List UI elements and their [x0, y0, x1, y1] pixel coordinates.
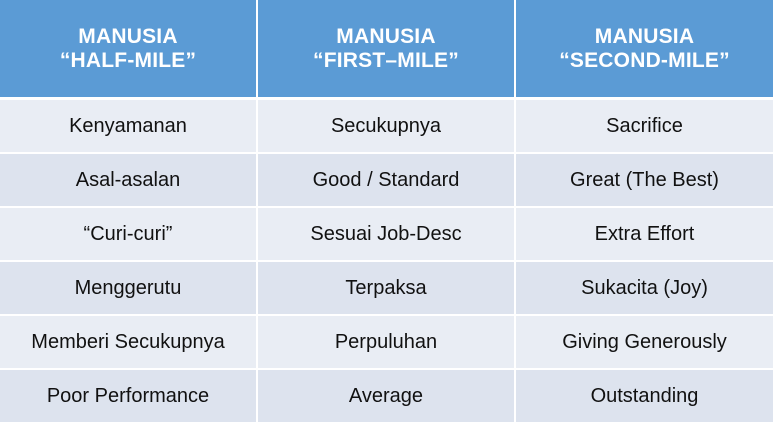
- header-half-mile: MANUSIA “HALF-MILE”: [0, 0, 258, 100]
- table-cell: Sacrifice: [516, 100, 773, 154]
- table-cell: Kenyamanan: [0, 100, 258, 154]
- header-second-mile-line1: MANUSIA: [594, 24, 695, 48]
- header-half-mile-line1: MANUSIA: [78, 24, 178, 48]
- table-cell: Asal-asalan: [0, 154, 258, 208]
- table-cell: Great (The Best): [516, 154, 773, 208]
- table-cell: Perpuluhan: [258, 316, 516, 370]
- header-half-mile-line2: “HALF-MILE”: [59, 48, 197, 72]
- table-cell: “Curi-curi”: [0, 208, 258, 262]
- header-second-mile: MANUSIA “SECOND-MILE”: [516, 0, 773, 100]
- header-first-mile: MANUSIA “FIRST–MILE”: [258, 0, 516, 100]
- table-cell: Memberi Secukupnya: [0, 316, 258, 370]
- table-cell: Average: [258, 370, 516, 424]
- table-cell: Outstanding: [516, 370, 773, 424]
- table-cell: Menggerutu: [0, 262, 258, 316]
- header-second-mile-line2: “SECOND-MILE”: [559, 48, 730, 72]
- table-cell: Good / Standard: [258, 154, 516, 208]
- table-cell: Secukupnya: [258, 100, 516, 154]
- table-cell: Sukacita (Joy): [516, 262, 773, 316]
- table-cell: Poor Performance: [0, 370, 258, 424]
- header-first-mile-line1: MANUSIA: [336, 24, 436, 48]
- table-cell: Giving Generously: [516, 316, 773, 370]
- table-cell: Sesuai Job-Desc: [258, 208, 516, 262]
- table-cell: Terpaksa: [258, 262, 516, 316]
- table-cell: Extra Effort: [516, 208, 773, 262]
- header-first-mile-line2: “FIRST–MILE”: [313, 48, 459, 72]
